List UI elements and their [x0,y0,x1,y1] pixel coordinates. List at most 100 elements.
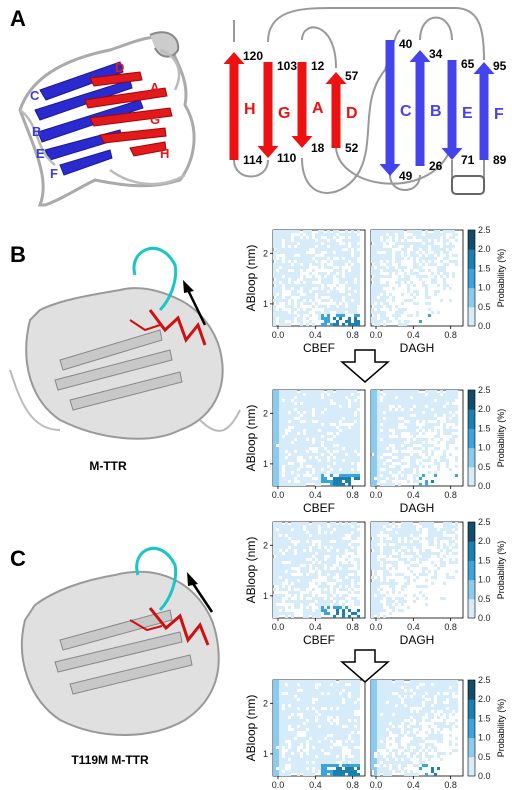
colorbar: 0.0 0.5 1.0 1.5 2.0 2.5 Probability (%) [467,385,506,491]
x-tick-label: 0.8 [346,490,359,500]
x-axis-label: DAGH [400,341,435,355]
colorbar: 0.0 0.5 1.0 1.5 2.0 2.5 Probability (%) [467,675,506,781]
y-tick-label: 2 [263,698,268,708]
x-tick-label: 0.0 [272,490,285,500]
x-axis-label: CBEF [303,633,335,647]
strand-bottom-residue: 18 [311,141,325,155]
y-tick-label: 1 [263,299,268,309]
transition-arrow-c [339,649,391,683]
y-axis-label: ABloop (nm) [244,537,258,604]
colorbar-tick: 1.0 [478,575,491,585]
strand-top-residue: 120 [243,49,263,63]
strand-g: G 103 110 [257,59,297,165]
x-tick-label: 0.4 [309,780,322,790]
ribbon-label-e: E [36,146,45,161]
panel-letter-a: A [10,6,26,31]
x-axis-label: DAGH [400,501,435,515]
ribbon-label-f: F [50,166,58,181]
x-tick-label: 0.0 [370,330,383,340]
colorbar: 0.0 0.5 1.0 1.5 2.0 2.5 Probability (%) [467,517,506,623]
x-tick-label: 0.8 [444,490,457,500]
strand-label-e: E [462,105,473,122]
x-axis-label: DAGH [400,633,435,647]
strand-bottom-residue: 110 [277,151,297,165]
strand-label-a: A [312,100,324,117]
x-tick-label: 0.0 [272,622,285,632]
strand-top-residue: 103 [277,59,297,73]
strand-top-residue: 95 [493,59,507,73]
y-tick-label: 2 [263,540,268,550]
x-tick-label: 0.8 [444,330,457,340]
strand-d: D 57 52 [325,69,359,155]
strand-top-residue: 40 [399,37,413,51]
y-axis-label: ABloop (nm) [244,695,258,762]
x-tick-label: 0.8 [346,780,359,790]
panel-letter-c: C [10,546,26,571]
panel-letter-b: B [10,242,26,267]
strand-bottom-residue: 71 [461,153,475,167]
strand-bottom-residue: 114 [243,153,263,167]
colorbar-tick: 1.5 [478,555,491,565]
x-tick-label: 0.4 [407,330,420,340]
y-tick-label: 1 [263,459,268,469]
ribbon-structure-a [18,31,196,207]
colorbar-label: Probability (%) [496,249,506,308]
topology-strands: H120114G103110A1218D5752C4049B3426E6571F… [223,37,507,183]
colorbar-tick: 2.0 [478,694,491,704]
x-tick-label: 0.4 [407,780,420,790]
structure-label-b: M-TTR [89,459,127,473]
strand-h: H 120 114 [223,49,263,167]
x-tick-label: 0.0 [370,622,383,632]
x-tick-label: 0.0 [370,490,383,500]
x-tick-label: 0.0 [272,330,285,340]
colorbar-tick: 0.5 [478,302,491,312]
colorbar-tick: 1.5 [478,713,491,723]
colorbar-tick: 2.0 [478,244,491,254]
colorbar-tick: 2.0 [478,536,491,546]
colorbar-label: Probability (%) [496,699,506,758]
ribbon-label-a: A [150,80,160,95]
x-tick-label: 0.4 [407,490,420,500]
colorbar-tick: 1.0 [478,443,491,453]
y-tick-label: 2 [263,248,268,258]
y-axis-label: ABloop (nm) [244,405,258,472]
strand-a: A 12 18 [291,59,325,155]
x-axis-label: CBEF [303,341,335,355]
colorbar-tick: 0.5 [478,462,491,472]
colorbar-label: Probability (%) [496,541,506,600]
x-tick-label: 0.4 [309,490,322,500]
ribbon-label-d: D [115,60,124,75]
x-tick-label: 0.8 [444,622,457,632]
heatmap-row: 0.0 0.4 0.8 CBEF 1 2 ABloop (nm) 0.0 0.4 0.8 DAGH 0… [244,385,506,515]
colorbar-tick: 0.5 [478,594,491,604]
strand-bottom-residue: 89 [493,153,507,167]
strand-bottom-residue: 49 [399,169,413,183]
strand-f: F 95 89 [473,59,507,167]
colorbar-tick: 2.5 [478,675,491,685]
colorbar-tick: 2.5 [478,517,491,527]
ribbon-structure-b [9,246,241,440]
topology-diagram [233,7,485,195]
strand-label-g: G [278,105,290,122]
colorbar-tick: 0.0 [478,771,491,781]
heatmap-panel: 0.0 0.4 0.8 CBEF 1 2 ABloop (nm) [244,389,366,515]
x-tick-label: 0.8 [346,622,359,632]
x-axis-label: CBEF [303,501,335,515]
colorbar-tick: 0.0 [478,613,491,623]
ribbon-structure-c [20,546,220,736]
y-tick-label: 2 [263,408,268,418]
ribbon-label-b: B [32,124,41,139]
colorbar-tick: 2.5 [478,385,491,395]
y-axis-label: ABloop (nm) [244,245,258,312]
x-tick-label: 0.4 [309,622,322,632]
x-tick-label: 0.8 [444,780,457,790]
strand-bottom-residue: 52 [345,141,359,155]
strand-top-residue: 12 [311,59,325,73]
x-tick-label: 0.8 [346,330,359,340]
